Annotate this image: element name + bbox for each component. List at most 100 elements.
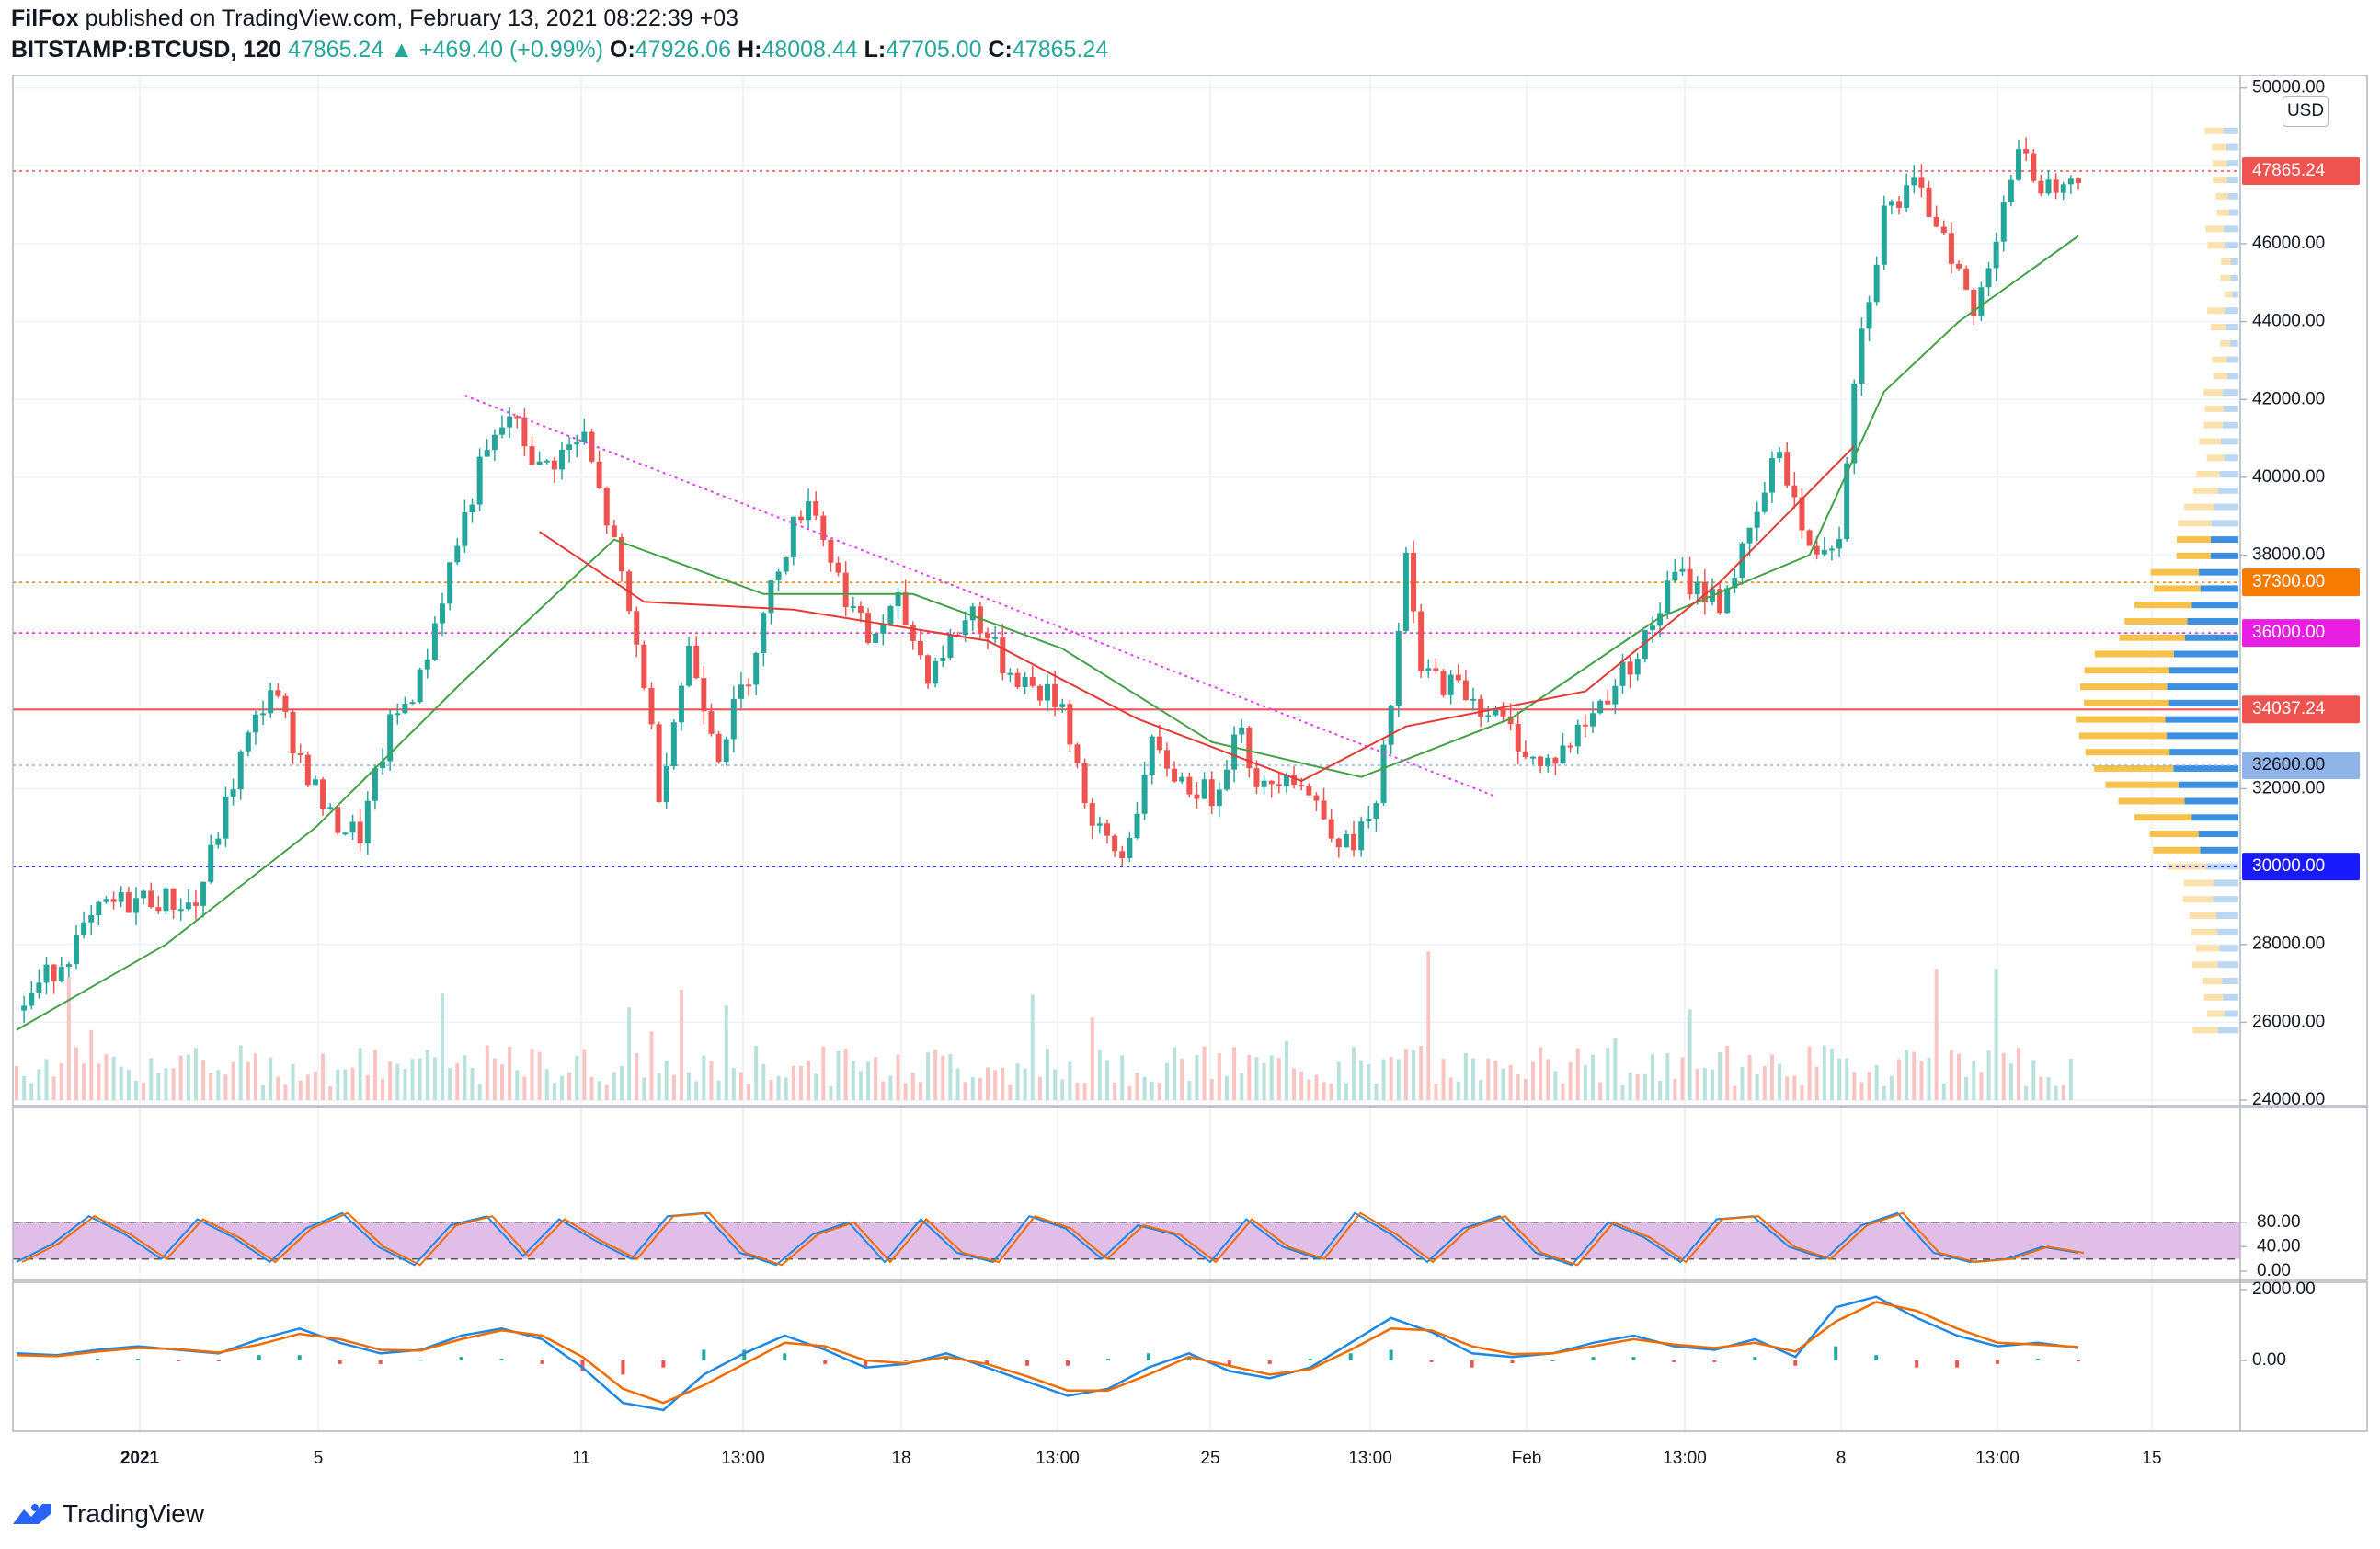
candle-body bbox=[865, 613, 872, 643]
profile-bar-sell bbox=[2189, 912, 2216, 919]
candle-body bbox=[1493, 709, 1499, 716]
volume-bar bbox=[156, 1073, 161, 1100]
profile-bar-sell bbox=[2195, 945, 2220, 952]
author-name[interactable]: FilFox bbox=[11, 6, 79, 31]
volume-bar bbox=[1874, 1064, 1879, 1100]
candle-body bbox=[65, 964, 72, 968]
candle-body bbox=[880, 625, 887, 634]
tradingview-logo[interactable]: TradingView bbox=[11, 1499, 204, 1529]
candle-body bbox=[873, 633, 879, 643]
volume-bar bbox=[619, 1065, 624, 1100]
open-label: O: bbox=[610, 37, 635, 63]
candle-body bbox=[440, 603, 446, 624]
volume-bar bbox=[2039, 1076, 2043, 1100]
profile-bar-buy bbox=[2167, 683, 2238, 691]
candle-body bbox=[1933, 216, 1939, 227]
profile-bar-buy bbox=[2165, 716, 2238, 723]
volume-bar bbox=[253, 1053, 257, 1100]
profile-bar-sell bbox=[2153, 846, 2201, 854]
volume-bar bbox=[1254, 1057, 1259, 1100]
volume-bar bbox=[1957, 1053, 1962, 1100]
candle-body bbox=[1552, 757, 1559, 764]
volume-bar bbox=[1419, 1045, 1424, 1100]
candle-body bbox=[1395, 630, 1402, 706]
macd-histogram-bar bbox=[1105, 1359, 1110, 1360]
candle-body bbox=[200, 881, 207, 906]
macd-histogram-bar bbox=[580, 1360, 585, 1371]
candle-body bbox=[1828, 548, 1835, 551]
volume-bar bbox=[635, 1052, 639, 1100]
volume-bar bbox=[1905, 1050, 1909, 1100]
price-axis[interactable]: 50000.00 46000.00 44000.00 42000.00 40000.00… bbox=[2240, 78, 2360, 1370]
volume-bar bbox=[738, 1072, 743, 1100]
volume-bar bbox=[1785, 1076, 1790, 1100]
volume-bar bbox=[2054, 1085, 2058, 1100]
currency-badge[interactable]: USD bbox=[2283, 96, 2329, 127]
volume-bar bbox=[142, 1082, 146, 1100]
candle-body bbox=[1918, 177, 1925, 188]
volume-bar bbox=[97, 1063, 101, 1100]
y-tick-label: 50000.00 bbox=[2252, 78, 2325, 98]
macd-histogram-bar bbox=[1389, 1349, 1393, 1360]
candle-body bbox=[372, 768, 378, 801]
macd-histogram-bar bbox=[985, 1360, 990, 1364]
panel-frames bbox=[12, 75, 2368, 1432]
price-level-tag bbox=[2242, 695, 2360, 724]
volume-bar bbox=[1747, 1054, 1752, 1100]
candle-body bbox=[1163, 750, 1170, 769]
profile-bar-sell bbox=[2206, 1010, 2225, 1017]
volume-bar bbox=[1598, 1082, 1603, 1100]
volume-bar bbox=[761, 1063, 766, 1100]
candle-body bbox=[887, 605, 894, 625]
candle-body bbox=[208, 844, 214, 882]
profile-bar-buy bbox=[2223, 389, 2238, 396]
macd-histogram-bar bbox=[1227, 1360, 1231, 1366]
candle-body bbox=[1149, 736, 1155, 775]
volume-bar bbox=[657, 1073, 661, 1100]
volume-bar bbox=[1299, 1071, 1304, 1100]
volume-bar bbox=[559, 1075, 564, 1100]
volume-bar bbox=[1941, 1083, 1946, 1100]
volume-bar bbox=[508, 1046, 512, 1100]
candle-body bbox=[1859, 328, 1865, 384]
volume-bar bbox=[418, 1058, 422, 1100]
volume-bar bbox=[44, 1059, 49, 1100]
macd-histogram-bar bbox=[499, 1359, 504, 1360]
macd-histogram-bar bbox=[1510, 1360, 1515, 1364]
volume-bar bbox=[350, 1067, 355, 1100]
time-axis[interactable]: 2021 5 11 13:00 18 13:00 25 13:00 Feb 13:00 8 13:00… bbox=[120, 1449, 2162, 1468]
profile-bar-sell bbox=[2196, 470, 2220, 477]
candle-body bbox=[1866, 302, 1872, 329]
panel-frame bbox=[12, 75, 2368, 1107]
candle-body bbox=[1194, 794, 1200, 799]
candle-body bbox=[551, 460, 557, 470]
ohlc-legend: BITSTAMP:BTCUSD, 120 47865.24 ▲ +469.40 … bbox=[11, 37, 1108, 63]
volume-bar bbox=[321, 1053, 326, 1100]
volume-bar bbox=[1053, 1069, 1058, 1100]
profile-bar-buy bbox=[2230, 274, 2238, 281]
volume-bar bbox=[1441, 1059, 1446, 1100]
volume-bar bbox=[515, 1070, 520, 1100]
volume-bar bbox=[1807, 1046, 1812, 1100]
volume-bar bbox=[1561, 1083, 1565, 1100]
volume-bar bbox=[1613, 1038, 1618, 1100]
profile-bar-sell bbox=[2224, 291, 2233, 298]
volume-bar bbox=[1113, 1082, 1117, 1100]
volume-bar bbox=[2031, 1060, 2036, 1100]
candle-body bbox=[1806, 530, 1813, 546]
volume-bar bbox=[575, 1055, 579, 1100]
candle-body bbox=[1777, 452, 1783, 459]
candle-body bbox=[491, 434, 498, 451]
profile-bar-buy bbox=[2214, 503, 2238, 511]
candle-body bbox=[1127, 837, 1133, 859]
macd-tick-label: 0.00 bbox=[2252, 1350, 2286, 1370]
symbol-label[interactable]: BITSTAMP:BTCUSD, 120 bbox=[11, 37, 282, 63]
volume-bar bbox=[694, 1081, 699, 1100]
volume-bar bbox=[1463, 1052, 1468, 1100]
volume-bar bbox=[1986, 1050, 1991, 1100]
candle-body bbox=[1022, 677, 1028, 687]
volume-bar bbox=[201, 1060, 206, 1100]
candle-body bbox=[1172, 768, 1178, 782]
volume-bar bbox=[530, 1049, 534, 1100]
